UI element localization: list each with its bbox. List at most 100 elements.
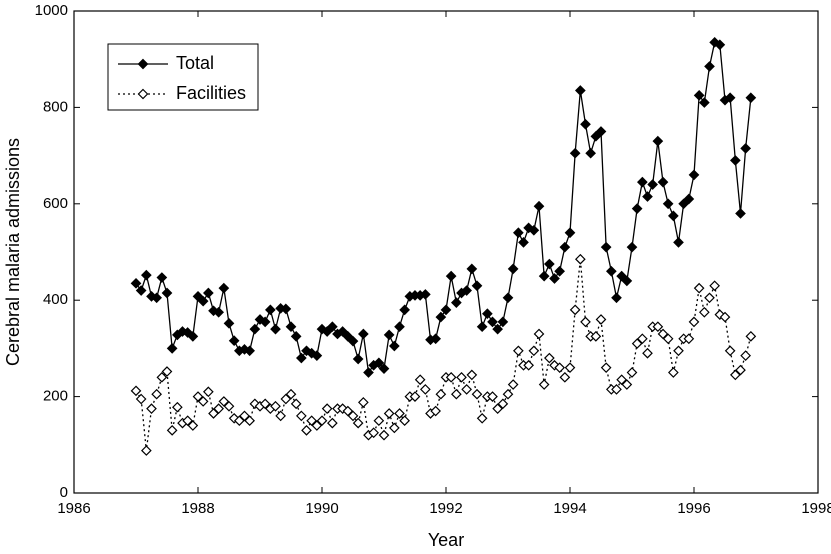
data-point [342, 405, 354, 417]
data-point [538, 379, 550, 390]
data-point [373, 357, 385, 369]
data-point [730, 155, 741, 166]
data-point [626, 367, 638, 378]
data-point [476, 321, 488, 333]
data-point [616, 374, 627, 386]
data-point [668, 210, 679, 222]
data-point [704, 61, 715, 72]
data-point [502, 292, 514, 304]
data-point [507, 379, 519, 390]
data-point [569, 304, 581, 316]
data-point [466, 263, 478, 275]
x-tick-label: 1996 [677, 500, 710, 517]
data-point [383, 408, 395, 419]
data-point [513, 345, 524, 357]
data-point [652, 321, 664, 333]
data-point [151, 388, 162, 400]
series-line [135, 259, 752, 451]
data-point [223, 400, 235, 412]
data-point [611, 292, 622, 304]
data-point [724, 345, 736, 357]
data-point [445, 371, 457, 383]
data-point [724, 92, 736, 104]
y-axis-label: Cerebral malaria admissions [3, 138, 23, 366]
data-point [213, 403, 224, 414]
data-point [704, 292, 715, 304]
data-point [270, 323, 281, 335]
data-point [740, 143, 751, 154]
data-point [430, 405, 441, 417]
x-tick-label: 1986 [57, 500, 90, 517]
data-point [533, 328, 545, 340]
data-point [352, 417, 364, 429]
data-point [280, 303, 292, 315]
data-point [409, 391, 421, 402]
data-point [141, 445, 152, 456]
data-point [621, 379, 633, 390]
legend-marker [137, 58, 149, 70]
data-point [306, 415, 317, 427]
data-point [580, 118, 591, 130]
data-point [327, 417, 338, 429]
data-point [575, 85, 586, 96]
data-point [445, 270, 457, 282]
data-point [218, 396, 230, 407]
data-point [389, 340, 400, 352]
data-point [389, 422, 400, 434]
data-point [652, 135, 664, 147]
data-point [564, 362, 576, 374]
data-point [637, 176, 648, 188]
data-point [528, 345, 540, 357]
data-point [502, 388, 514, 400]
data-point [662, 333, 674, 345]
data-point [161, 366, 173, 377]
data-point [554, 265, 565, 277]
data-point [420, 289, 431, 300]
data-point [352, 353, 364, 365]
data-point [683, 193, 695, 205]
data-point [699, 306, 710, 318]
data-point [559, 241, 571, 253]
data-point [642, 347, 653, 359]
data-point [693, 282, 705, 294]
data-point [456, 371, 467, 383]
data-point [595, 314, 607, 325]
data-point [130, 385, 142, 397]
data-point [554, 362, 565, 374]
data-point [544, 258, 555, 270]
data-point [487, 391, 498, 402]
data-point [580, 316, 591, 328]
x-tick-label: 1988 [181, 500, 214, 517]
data-point [616, 270, 627, 282]
data-point [719, 311, 731, 323]
data-point [637, 333, 648, 345]
data-point [461, 285, 472, 296]
data-point [451, 388, 462, 400]
data-point [244, 415, 255, 427]
data-point [347, 410, 359, 422]
data-point [290, 398, 302, 410]
data-point [327, 321, 338, 333]
data-point [523, 359, 534, 371]
data-point [673, 237, 684, 248]
data-point [203, 386, 214, 398]
data-point [492, 403, 503, 414]
data-point [285, 388, 297, 400]
y-tick-label: 1000 [35, 2, 68, 19]
data-point [316, 415, 328, 427]
data-point [461, 384, 472, 395]
data-point [538, 270, 550, 282]
data-point [166, 424, 178, 436]
data-point [270, 400, 281, 412]
y-tick-label: 0 [60, 484, 68, 501]
data-point [631, 338, 643, 349]
data-point [621, 275, 633, 287]
data-point [497, 398, 509, 410]
data-point [730, 369, 741, 381]
data-point [394, 408, 405, 419]
data-point [662, 198, 674, 210]
data-point [507, 263, 519, 275]
data-point [228, 335, 240, 347]
data-point [275, 410, 286, 422]
